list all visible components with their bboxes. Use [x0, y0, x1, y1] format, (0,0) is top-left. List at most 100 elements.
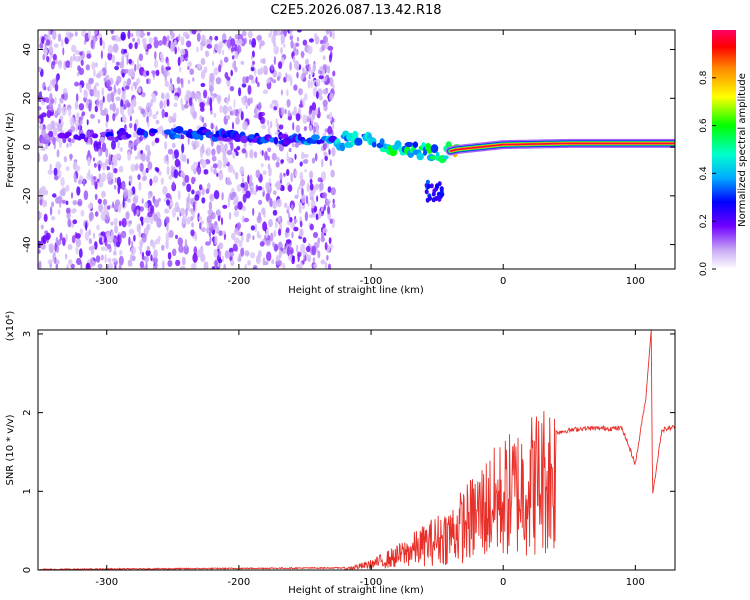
spectrogram-noise-speckle: [304, 211, 309, 222]
spectrogram-noise-speckle: [166, 199, 170, 206]
spectrogram-noise-speckle: [329, 78, 334, 86]
spectrogram-noise-speckle: [298, 206, 302, 214]
spectrogram-noise-speckle: [213, 248, 219, 258]
spectrogram-noise-speckle: [165, 154, 169, 162]
spectrogram-noise-speckle: [38, 66, 42, 72]
spectrogram-noise-speckle: [163, 99, 166, 109]
spectrogram-noise-speckle: [72, 200, 78, 206]
spectrogram-noise-speckle: [146, 43, 152, 50]
spectrogram-y-label: Frequency (Hz): [5, 112, 16, 188]
spectrogram-noise-speckle: [218, 230, 223, 236]
spectrogram-noise-speckle: [311, 102, 317, 111]
spectrogram-noise-speckle: [272, 190, 277, 196]
spectrogram-noise-speckle: [150, 254, 153, 262]
spectrogram-noise-speckle: [168, 175, 172, 180]
spectrogram-branch-blob: [431, 191, 436, 197]
spectrogram-noise-speckle: [198, 216, 202, 221]
spectrogram-noise-speckle: [250, 252, 256, 259]
spectrogram-noise-speckle: [303, 153, 309, 158]
spectrogram-noise-speckle: [67, 244, 73, 251]
spectrogram-noise-speckle: [309, 183, 314, 191]
spectrogram-noise-speckle: [322, 223, 326, 229]
spectrogram-noise-speckle: [108, 262, 113, 269]
spectrogram-noise-speckle: [98, 203, 104, 213]
spectrogram-noise-speckle: [322, 192, 327, 199]
spectrogram-noise-speckle: [145, 144, 151, 152]
spectrogram-noise-speckle: [318, 210, 322, 220]
spectrogram-noise-speckle: [180, 152, 184, 162]
spectrogram-noise-speckle: [62, 88, 68, 94]
spectrogram-noise-speckle: [135, 30, 141, 38]
spectrogram-noise-speckle: [175, 234, 178, 240]
spectrogram-noise-speckle: [295, 113, 301, 122]
spectrogram-noise-speckle: [200, 70, 206, 80]
spectrogram-noise-speckle: [126, 197, 131, 203]
spectrogram-noise-speckle: [227, 164, 234, 173]
spectrogram-noise-speckle: [102, 162, 106, 171]
spectrogram-noise-speckle: [296, 36, 300, 42]
spectrogram-noise-speckle: [258, 101, 262, 112]
spectrogram-noise-speckle: [120, 230, 127, 239]
spectrogram-noise-speckle: [120, 31, 126, 41]
y-tick-label: 40: [22, 43, 33, 56]
spectrogram-noise-speckle: [167, 60, 170, 67]
spectrogram-noise-speckle: [147, 193, 152, 200]
spectrogram-noise-speckle: [283, 172, 286, 177]
spectrogram-noise-speckle: [74, 50, 80, 55]
spectrogram-noise-speckle: [222, 105, 228, 115]
spectrogram-noise-speckle: [270, 232, 274, 242]
spectrogram-noise-speckle: [214, 43, 220, 52]
spectrogram-noise-speckle: [193, 161, 199, 167]
snr-y-ticks: 0 1 2 3: [22, 331, 675, 573]
spectrogram-noise-speckle: [165, 66, 171, 71]
spectrogram-noise-speckle: [286, 99, 291, 108]
spectrogram-noise-speckle: [102, 40, 105, 51]
spectrogram-noise-speckle: [93, 69, 96, 77]
spectrogram-noise-speckle: [89, 89, 95, 97]
spectrogram-ridge-blob: [174, 134, 182, 139]
spectrogram-noise-speckle: [112, 43, 119, 53]
spectrogram-noise-speckle: [103, 204, 108, 214]
spectrogram-noise-speckle: [180, 265, 186, 269]
spectrogram-noise-speckle: [65, 200, 69, 205]
spectrogram-noise-speckle: [53, 167, 58, 176]
spectrogram-noise-speckle: [65, 166, 70, 172]
spectrogram-noise-speckle: [75, 165, 81, 172]
spectrogram-noise-speckle: [38, 106, 42, 111]
spectrogram-noise-speckle: [154, 51, 157, 60]
spectrogram-noise-speckle: [319, 39, 324, 45]
spectrogram-noise-speckle: [128, 58, 132, 65]
spectrogram-noise-speckle: [72, 219, 78, 225]
spectrogram-noise-speckle: [53, 175, 59, 181]
spectrogram-noise-speckle: [75, 124, 78, 133]
spectrogram-noise-speckle: [69, 32, 74, 38]
spectrogram-noise-speckle: [305, 245, 311, 253]
spectrogram-noise-speckle: [314, 205, 318, 213]
spectrogram-noise-speckle: [115, 34, 119, 43]
spectrogram-noise-speckle: [54, 83, 59, 92]
spectrogram-noise-speckle: [190, 91, 196, 100]
y-tick-label: 0: [22, 567, 33, 573]
spectrogram-noise-speckle: [69, 153, 72, 162]
spectrogram-noise-speckle: [105, 147, 109, 158]
spectrogram-noise-speckle: [88, 102, 92, 112]
spectrogram-noise-speckle: [294, 219, 298, 224]
spectrogram-noise-speckle: [139, 162, 144, 172]
spectrogram-noise-speckle: [299, 171, 304, 181]
spectrogram-noise-speckle: [231, 55, 235, 60]
spectrogram-noise-speckle: [324, 261, 328, 269]
spectrogram-noise-speckle: [291, 231, 294, 239]
spectrogram-noise-speckle: [238, 38, 243, 46]
spectrogram-noise-speckle: [312, 257, 316, 264]
spectrogram-noise-speckle: [172, 248, 177, 257]
spectrogram-noise-speckle: [64, 36, 69, 45]
spectrogram-ridge-blob: [248, 134, 256, 140]
spectrogram-noise-speckle: [257, 68, 262, 76]
spectrogram-noise-speckle: [308, 38, 314, 43]
spectrogram-noise-speckle: [300, 179, 306, 187]
spectrogram-noise-speckle: [79, 120, 83, 125]
spectrogram-noise-speckle: [94, 105, 99, 113]
spectrogram-noise-speckle: [57, 33, 62, 42]
spectrogram-noise-speckle: [332, 70, 336, 77]
spectrogram-noise-speckle: [146, 31, 151, 36]
